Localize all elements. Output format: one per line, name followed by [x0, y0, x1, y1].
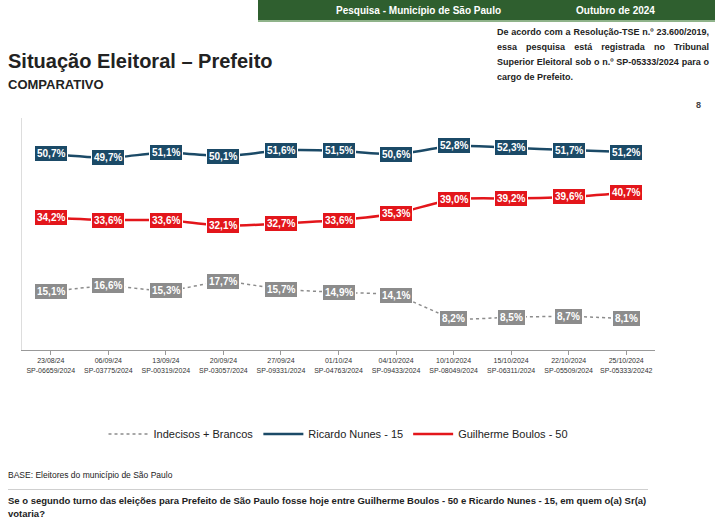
html-text:Outubro de 2024: Outubro de 2024 [576, 4, 655, 16]
svg-text:8,7%: 8,7% [557, 311, 580, 322]
svg-text:33,6%: 33,6% [94, 215, 122, 226]
svg-text:50,7%: 50,7% [37, 148, 65, 159]
svg-text:50,6%: 50,6% [382, 149, 410, 160]
svg-text:13/09/24SP-00319/2024: 13/09/24SP-00319/2024 [142, 357, 191, 373]
svg-text:14,1%: 14,1% [382, 290, 410, 301]
svg-text:49,7%: 49,7% [94, 152, 122, 163]
svg-text:51,6%: 51,6% [267, 145, 295, 156]
svg-text:16,6%: 16,6% [94, 280, 122, 291]
svg-text:15,1%: 15,1% [37, 286, 65, 297]
svg-text:17,7%: 17,7% [209, 276, 237, 287]
html-text:COMPARATIVO: COMPARATIVO [8, 77, 104, 92]
svg-text:51,2%: 51,2% [612, 147, 640, 158]
svg-text:32,7%: 32,7% [267, 218, 295, 229]
html-text:Pesquisa - Município de São Pa: Pesquisa - Município de São Paulo [336, 4, 501, 16]
svg-text:32,1%: 32,1% [209, 220, 237, 231]
svg-text:15,3%: 15,3% [152, 285, 180, 296]
svg-text:04/10/2024SP-09433/2024: 04/10/2024SP-09433/2024 [372, 357, 421, 373]
html-text:8: 8 [696, 100, 701, 110]
svg-text:Indecisos + Brancos: Indecisos + Brancos [154, 428, 254, 440]
svg-text:23/08/24SP-06659/2024: 23/08/24SP-06659/2024 [26, 357, 75, 373]
svg-text:14,9%: 14,9% [325, 287, 353, 298]
svg-text:15/10/2024SP-06311/2024: 15/10/2024SP-06311/2024 [487, 357, 535, 373]
html-text:BASE: Eleitores do município d: BASE: Eleitores do município de São Paul… [8, 470, 173, 480]
svg-text:10/10/2024SP-08049/2024: 10/10/2024SP-08049/2024 [429, 357, 478, 373]
svg-text:20/09/24SP-03057/2024: 20/09/24SP-03057/2024 [199, 357, 248, 373]
svg-text:06/09/24SP-03775/2024: 06/09/24SP-03775/2024 [84, 357, 133, 373]
svg-text:39,6%: 39,6% [555, 191, 583, 202]
svg-text:35,3%: 35,3% [382, 208, 410, 219]
svg-text:52,3%: 52,3% [497, 142, 525, 153]
svg-text:52,8%: 52,8% [440, 140, 468, 151]
svg-text:25/10/2024SP-05333/20242: 25/10/2024SP-05333/20242 [600, 357, 653, 373]
svg-text:34,2%: 34,2% [37, 212, 65, 223]
html-text:Situação Eleitoral – Prefeito: Situação Eleitoral – Prefeito [8, 50, 273, 72]
svg-text:51,7%: 51,7% [555, 145, 583, 156]
svg-text:33,6%: 33,6% [152, 215, 180, 226]
html-text:Se o segundo turno das eleiçõe: Se o segundo turno das eleições para Pre… [8, 495, 647, 519]
svg-text:39,2%: 39,2% [497, 193, 525, 204]
svg-text:8,1%: 8,1% [615, 313, 638, 324]
svg-text:40,7%: 40,7% [612, 187, 640, 198]
svg-text:50,1%: 50,1% [209, 151, 237, 162]
svg-text:01/10/24SP-04763/2024: 01/10/24SP-04763/2024 [314, 357, 363, 373]
svg-text:27/09/24SP-09331/2024: 27/09/24SP-09331/2024 [257, 357, 306, 373]
svg-text:Guilherme Boulos - 50: Guilherme Boulos - 50 [458, 428, 567, 440]
svg-text:51,1%: 51,1% [152, 147, 180, 158]
svg-text:15,7%: 15,7% [267, 284, 295, 295]
svg-text:33,6%: 33,6% [325, 215, 353, 226]
svg-text:39,0%: 39,0% [440, 194, 468, 205]
svg-text:Ricardo Nunes - 15: Ricardo Nunes - 15 [308, 428, 403, 440]
svg-text:8,5%: 8,5% [500, 312, 523, 323]
svg-text:22/10/2024SP-05509/2024: 22/10/2024SP-05509/2024 [544, 357, 593, 373]
svg-text:51,5%: 51,5% [325, 145, 353, 156]
html-text:De acordo com a Resolução-TSE: De acordo com a Resolução-TSE n.º 23.600… [497, 27, 709, 82]
svg-text:8,2%: 8,2% [442, 313, 465, 324]
